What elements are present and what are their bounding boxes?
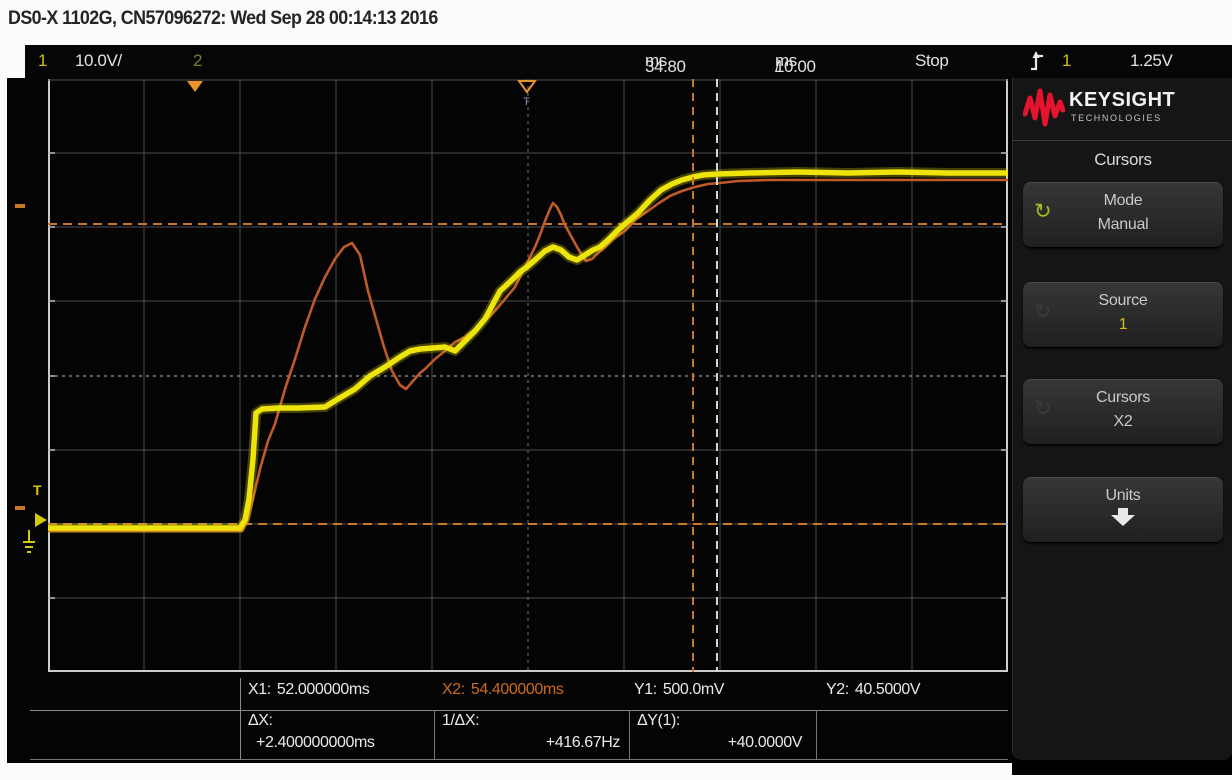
- brand-subtitle: TECHNOLOGIES: [1071, 113, 1162, 123]
- softkey-value: 1: [1118, 316, 1128, 333]
- x1-label: X1:: [248, 681, 271, 698]
- readout-bottom-border: [30, 759, 1008, 760]
- delay-reference-marker: [517, 80, 537, 94]
- trigger-level: 1.25V: [1130, 51, 1173, 70]
- cycle-icon: ↻: [1034, 300, 1052, 323]
- menu-title: Cursors: [1094, 150, 1152, 169]
- softkey-label: Cursors: [1096, 389, 1150, 406]
- cursor-y1-readout: Y1: 500.0mV: [634, 681, 724, 699]
- inv-delta-x-value: +416.67Hz: [545, 734, 621, 751]
- softkey-label: Mode: [1103, 192, 1143, 209]
- softkey-units[interactable]: Units: [1023, 477, 1223, 543]
- cursor-y1-edge-tick: [15, 506, 25, 510]
- y2-value: 40.5000V: [854, 681, 921, 698]
- delta-x-label: ΔX:: [248, 712, 273, 729]
- softkey-source[interactable]: ↻ Source 1: [1023, 282, 1223, 348]
- softkey-label: Units: [1105, 487, 1141, 504]
- delay-marker-t-label: T: [523, 96, 530, 108]
- window-title: DS0-X 1102G, CN57096272: Wed Sep 28 00:1…: [8, 8, 438, 29]
- trigger-level-marker: [34, 512, 48, 533]
- cursor-y2-readout: Y2: 40.5000V: [826, 681, 921, 699]
- cursor-y2-edge-tick: [15, 204, 25, 208]
- channel1-ground-marker: [21, 530, 37, 561]
- sidebar-divider: [1013, 140, 1232, 141]
- cursor-x1-readout: X1: 52.000000ms: [248, 681, 370, 699]
- trigger-time-marker: [187, 81, 203, 92]
- delta-x-value: +2.400000000ms: [256, 734, 375, 751]
- cycle-icon: ↻: [1034, 397, 1052, 420]
- delay-value: 34.80: [645, 57, 686, 76]
- channel1-trace: [48, 169, 1008, 531]
- status-bar: 1 10.0V/ 2 34.80 ms 10.00 ms / Stop 1 1.25V: [25, 45, 1232, 80]
- trigger-source: 1: [1062, 51, 1072, 70]
- softkey-mode[interactable]: ↻ Mode Manual: [1023, 182, 1223, 248]
- delay-unit: ms: [645, 51, 667, 70]
- timebase-suffix: /: [775, 57, 780, 76]
- y1-label: Y1:: [634, 681, 657, 698]
- trigger-level-t-label: T: [33, 482, 42, 498]
- cell-divider-2: [629, 710, 630, 760]
- cell-divider-1: [434, 710, 435, 760]
- x1-value: 52.000000ms: [276, 681, 370, 698]
- acquisition-state: Stop: [915, 51, 949, 70]
- cell-divider-3: [816, 710, 817, 760]
- readout-divider-horizontal: [30, 710, 1008, 711]
- softkey-value: X2: [1113, 413, 1133, 430]
- delta-y-value: +40.0000V: [727, 734, 803, 751]
- keysight-logo-icon: [1022, 86, 1066, 137]
- channel2-number: 2: [193, 51, 203, 70]
- softkey-cursors[interactable]: ↻ Cursors X2: [1023, 379, 1223, 445]
- softkey-value: Manual: [1097, 216, 1149, 233]
- timebase-value: 10.00: [775, 57, 816, 76]
- delta-y-label: ΔY(1):: [637, 712, 680, 729]
- brand-name: KEYSIGHT: [1069, 89, 1176, 111]
- cursor-x2-readout: X2: 54.400000ms: [442, 681, 564, 699]
- channel2-trace: [48, 178, 1008, 533]
- down-arrow-icon: [1023, 508, 1223, 531]
- graticule-and-traces: T: [48, 79, 1008, 672]
- x2-value: 54.400000ms: [470, 681, 564, 698]
- edge-trigger-icon: [1030, 50, 1045, 77]
- readout-divider-vertical: [240, 678, 241, 760]
- x2-label: X2:: [442, 681, 465, 698]
- timebase-unit: ms: [775, 51, 797, 70]
- channel1-trace-glow: [48, 167, 1008, 533]
- cycle-icon: ↻: [1034, 200, 1052, 223]
- y1-value: 500.0mV: [662, 681, 725, 698]
- channel1-scale: 10.0V/: [75, 51, 122, 70]
- softkey-label: Source: [1098, 292, 1148, 309]
- softkey-menu-panel: KEYSIGHT TECHNOLOGIES Cursors ↻ Mode Man…: [1012, 78, 1232, 760]
- waveform-display: T T X1: 52.000000ms X2: 54.400000ms Y1: 500…: [7, 78, 1017, 763]
- inv-delta-x-label: 1/ΔX:: [442, 712, 480, 729]
- channel1-number: 1: [38, 51, 48, 70]
- y2-label: Y2:: [826, 681, 849, 698]
